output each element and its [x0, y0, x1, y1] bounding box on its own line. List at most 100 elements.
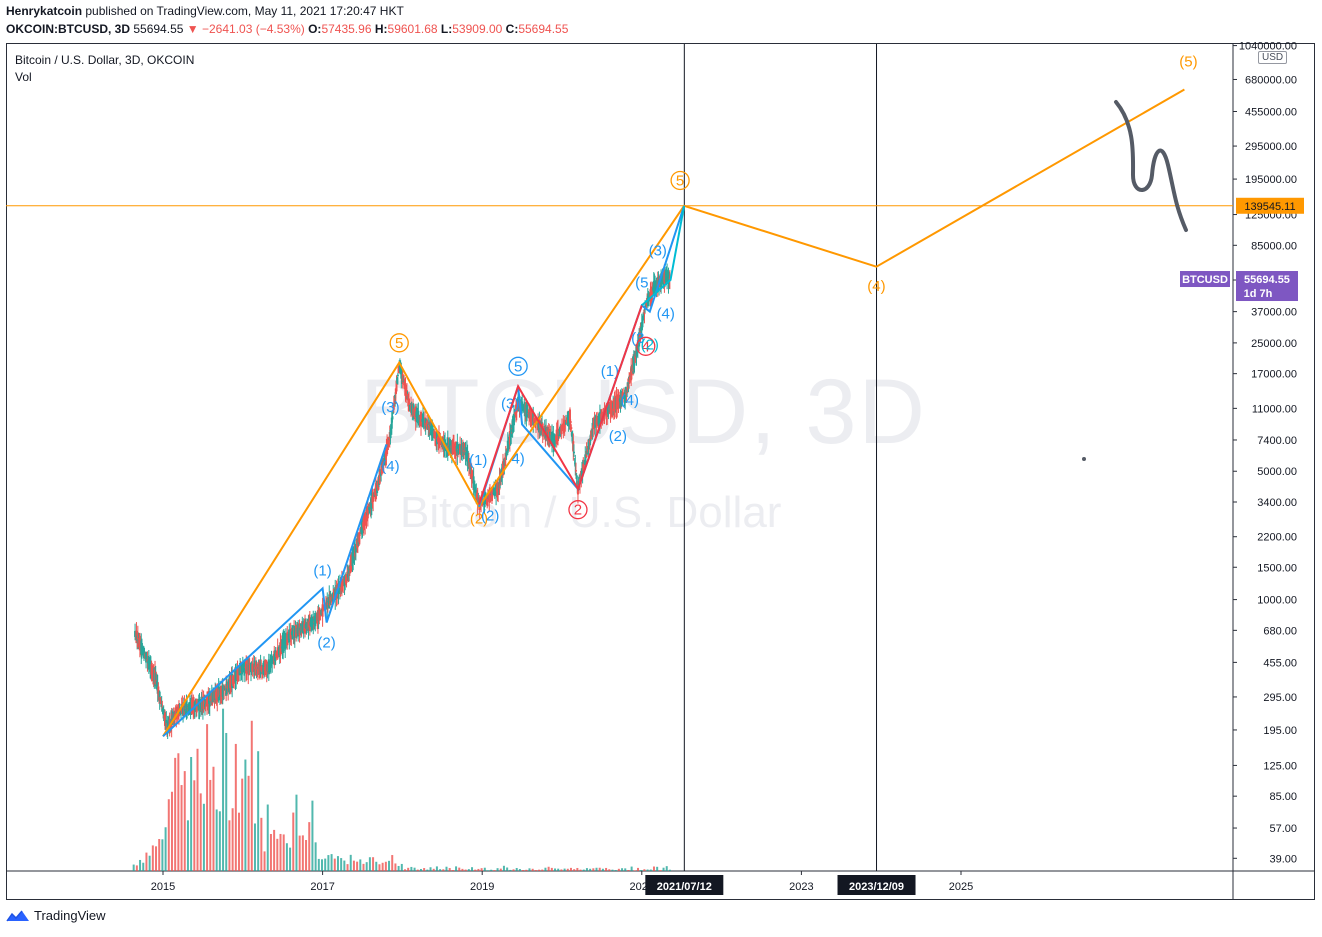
candle-body [160, 700, 163, 705]
volume-bar [429, 867, 432, 871]
candle-body [642, 317, 645, 321]
down-arrow-icon: ▼ [186, 22, 199, 36]
candle-body [574, 470, 577, 472]
volume-bar [637, 867, 640, 871]
author-name[interactable]: Henrykatcoin [6, 4, 83, 18]
volume-bar [518, 869, 521, 871]
volume-bar [534, 870, 537, 871]
y-tick-label: 680.00 [1263, 625, 1297, 637]
candle-body [435, 431, 438, 445]
wave-label: (4) [657, 305, 675, 322]
candle-body [318, 609, 321, 621]
volume-bar [573, 869, 576, 871]
y-tick-label: 1000.00 [1257, 595, 1297, 607]
volume-bar [582, 869, 585, 871]
open-value: 57435.96 [321, 22, 372, 36]
wave-label: (5) [1179, 54, 1197, 71]
volume-bar [656, 866, 659, 871]
low-value: 53909.00 [452, 22, 503, 36]
volume-bar [193, 780, 196, 871]
volume-bar [566, 868, 569, 871]
volume-bar [359, 859, 362, 871]
volume-bar [400, 863, 403, 871]
candle-body [433, 433, 436, 438]
wave-label: (2) [317, 634, 335, 651]
volume-bar [471, 867, 474, 871]
candle-body [499, 475, 502, 479]
symbol-tag-box [1180, 271, 1230, 288]
wave-label: (3 [631, 330, 644, 347]
candle-body [651, 286, 654, 295]
volume-bar [199, 793, 202, 871]
candle-body [367, 506, 370, 515]
volume-bar [218, 811, 221, 871]
volume-bar [528, 868, 531, 871]
volume-bar [327, 855, 330, 871]
volume-bar [305, 839, 308, 871]
candle-body [503, 458, 506, 466]
candle-body [416, 407, 419, 423]
tradingview-logo[interactable]: TradingView [6, 908, 106, 923]
x-tick-label: 2025 [949, 881, 973, 893]
volume-bar [276, 838, 279, 871]
volume-bar [183, 771, 186, 871]
tradingview-icon [6, 910, 29, 921]
volume-bar [410, 866, 413, 871]
candle-body [499, 476, 502, 484]
volume-bar [605, 867, 608, 871]
candle-body [405, 390, 408, 400]
volume-bar [314, 842, 317, 871]
candle-body [393, 401, 396, 403]
wave-label: 4 [642, 338, 650, 355]
last-price-tag [1236, 271, 1298, 302]
volume-bar [480, 868, 483, 871]
volume-bar [499, 868, 502, 871]
volume-bar [234, 743, 237, 871]
volume-bar [196, 748, 199, 871]
candle-body [340, 578, 343, 591]
candle-body [163, 712, 166, 726]
candle-body [628, 374, 631, 383]
candle-body [640, 326, 643, 332]
volume-bar [544, 867, 547, 871]
candle-body [553, 434, 556, 446]
volume-bar [547, 866, 550, 871]
volume-bar [617, 868, 620, 871]
volume-bar [569, 867, 572, 871]
volume-bar [238, 812, 241, 871]
volume-bar [231, 808, 234, 871]
wave-label: (1) [469, 452, 487, 469]
candle-body [346, 571, 349, 578]
legend-title[interactable]: Bitcoin / U.S. Dollar, 3D, OKCOIN [15, 53, 195, 67]
wave-label: (2) [641, 337, 659, 354]
wave-label-circle [389, 333, 409, 353]
y-tick-label: 7400.00 [1257, 435, 1297, 447]
wave-label: (2) [609, 428, 627, 445]
volume-bar [550, 867, 553, 871]
candle-body [491, 493, 494, 495]
volume-bar [461, 868, 464, 871]
candle-body [587, 442, 590, 450]
volume-bar [135, 865, 138, 871]
candle-body [236, 667, 239, 681]
currency-button[interactable]: USD [1258, 51, 1288, 64]
legend-vol[interactable]: Vol [15, 70, 32, 84]
y-tick-label: 39.00 [1269, 853, 1297, 865]
volume-bar [649, 869, 652, 871]
candle-body [575, 475, 578, 479]
volume-bar [349, 854, 352, 871]
volume-bar [253, 823, 256, 871]
volume-bar [541, 869, 544, 871]
volume-bar [557, 868, 560, 871]
volume-bar [209, 779, 212, 871]
volume-bar [621, 868, 624, 871]
candle-body [372, 493, 375, 502]
volume-bar [257, 751, 260, 871]
y-tick-label: 295000.00 [1245, 141, 1297, 153]
volume-bar [598, 867, 601, 871]
candle-body [280, 641, 283, 654]
volume-bar [560, 869, 563, 871]
volume-bar [608, 869, 611, 871]
chart-frame[interactable] [6, 43, 1315, 900]
